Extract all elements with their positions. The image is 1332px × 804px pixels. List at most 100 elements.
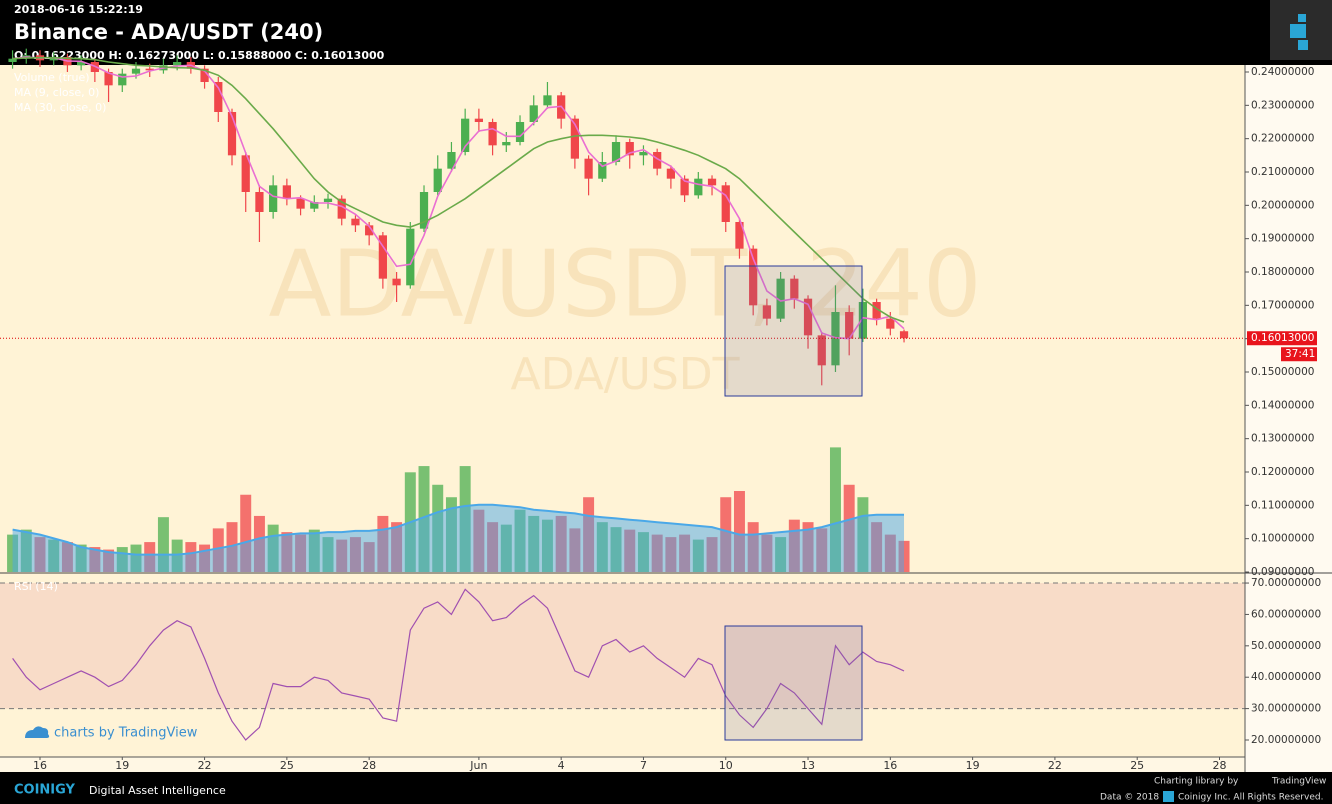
candle-body (639, 152, 648, 156)
watermark-sub: ADA/USDT (510, 349, 739, 400)
candle-body (447, 152, 456, 169)
y-tick-label: 0.24000000 (1251, 66, 1314, 78)
candle-body (831, 312, 840, 366)
candle-body (474, 118, 483, 122)
candle-body (529, 105, 538, 122)
y-tick-label: 20.00000000 (1251, 734, 1321, 746)
y-tick-label: 0.20000000 (1251, 199, 1314, 211)
x-tick-label: 16 (883, 759, 897, 772)
legend-rsi: RSI (14) (14, 580, 58, 593)
volume-bar (733, 491, 745, 572)
x-tick-label: 13 (801, 759, 815, 772)
footer-library: Charting library by (1154, 777, 1239, 787)
x-tick-label: 10 (719, 759, 733, 772)
y-tick-label: 0.14000000 (1251, 399, 1314, 411)
x-tick-label: 25 (280, 759, 294, 772)
x-tick-label: 16 (33, 759, 47, 772)
candle-body (296, 198, 305, 209)
logo-square (1290, 24, 1306, 38)
candle-body (707, 178, 717, 186)
volume-bar (898, 540, 910, 572)
plot-bg (0, 65, 1245, 757)
y-tick-label: 0.18000000 (1251, 266, 1314, 278)
candle-body (872, 302, 881, 319)
candle-body (310, 202, 319, 209)
x-tick-label: 22 (1048, 759, 1062, 772)
candle-body (241, 155, 250, 192)
candle-body (104, 72, 113, 86)
y-tick-label: 0.15000000 (1251, 366, 1314, 378)
y-tick-label: 40.00000000 (1251, 671, 1321, 683)
volume-bar (7, 534, 19, 572)
candle-body (365, 225, 374, 236)
footer-rights: Coinigy Inc. All Rights Reserved. (1178, 793, 1323, 803)
y-tick-label: 50.00000000 (1251, 640, 1321, 652)
y-tick-label: 0.09000000 (1251, 566, 1314, 578)
footer-icon (1163, 791, 1174, 802)
candle-body (598, 162, 607, 179)
x-tick-label: 25 (1130, 759, 1144, 772)
y-tick-label: 0.23000000 (1251, 99, 1314, 111)
candle-body (488, 122, 497, 146)
y-tick-label: 0.11000000 (1251, 499, 1314, 511)
footer-bg (0, 772, 1332, 804)
countdown-box (1281, 347, 1317, 362)
ma-line (12, 56, 905, 340)
candle-body (543, 95, 552, 106)
candle-body (323, 198, 333, 202)
legend-ma9: MA (9, close, 0) (14, 86, 99, 99)
candle-body (899, 331, 909, 339)
footer-library-name: TradingView (1271, 777, 1326, 787)
candle-body (680, 178, 689, 196)
footer-data: Data © 2018 (1100, 793, 1159, 803)
drawn-box (724, 625, 863, 741)
volume-ma-line (12, 503, 904, 556)
candle-body (653, 152, 662, 169)
candle-body (886, 318, 895, 329)
x-tick-label: 28 (1212, 759, 1226, 772)
candle-body (214, 82, 223, 112)
axis-bg (1245, 65, 1332, 772)
drawn-box (724, 265, 863, 397)
candle-body (803, 298, 813, 336)
candle-body (776, 278, 785, 319)
candle-body (378, 235, 387, 279)
y-tick-label: 0.10000000 (1251, 533, 1314, 545)
last-price-box (1247, 331, 1317, 346)
candle-body (351, 218, 360, 226)
y-tick-label: 0.13000000 (1251, 433, 1314, 445)
candle-body (337, 198, 346, 219)
candle-body (200, 68, 209, 82)
candle-body (227, 112, 237, 156)
candle-body (461, 118, 470, 152)
candle-body (406, 228, 415, 286)
ma-line (12, 56, 905, 323)
header-bg (0, 0, 1332, 65)
candle-body (419, 192, 429, 229)
footer-brand: COINIGY (14, 783, 76, 798)
candle-body (118, 73, 127, 86)
candle-body (666, 168, 676, 179)
volume-bar (157, 517, 169, 572)
timestamp: 2018-06-16 15:22:19 (14, 3, 143, 16)
x-tick-label: Jun (469, 759, 487, 772)
candle-body (131, 68, 141, 74)
candle-body (570, 118, 579, 159)
x-tick-label: 7 (640, 759, 647, 772)
candle-body (502, 142, 511, 146)
candle-body (625, 142, 634, 156)
branding: charts by TradingView (54, 726, 198, 741)
legend-volume: Volume (true) (14, 71, 90, 84)
candle-body (392, 278, 401, 286)
candle-body (790, 278, 799, 299)
x-tick-label: 19 (115, 759, 129, 772)
candle-body (433, 168, 442, 192)
y-tick-label: 0.19000000 (1251, 233, 1314, 245)
candle-body (515, 122, 525, 142)
volume-bar (240, 494, 252, 572)
candle-body (77, 62, 86, 66)
ohlc: O: 0.16223000 H: 0.16273000 L: 0.1588800… (14, 49, 385, 62)
volume-bar (829, 447, 841, 572)
candle-body (282, 185, 291, 199)
